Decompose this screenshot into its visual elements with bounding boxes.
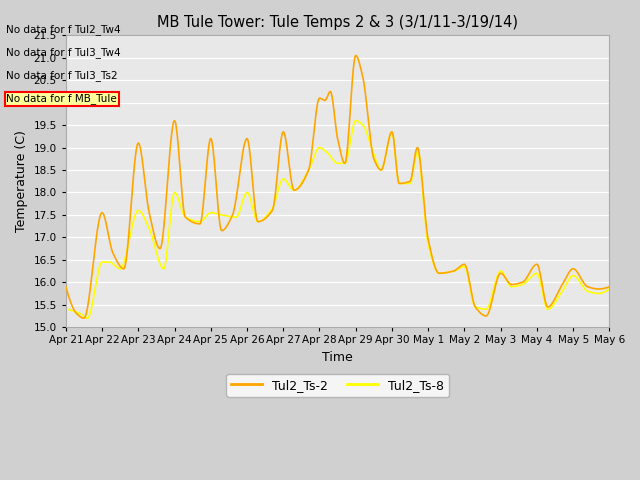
Text: No data for f Tul3_Tw4: No data for f Tul3_Tw4 [6,47,121,58]
Y-axis label: Temperature (C): Temperature (C) [15,130,28,232]
Title: MB Tule Tower: Tule Temps 2 & 3 (3/1/11-3/19/14): MB Tule Tower: Tule Temps 2 & 3 (3/1/11-… [157,15,518,30]
Text: No data for f Tul3_Ts2: No data for f Tul3_Ts2 [6,70,118,81]
Text: No data for f Tul2_Tw4: No data for f Tul2_Tw4 [6,24,121,35]
X-axis label: Time: Time [322,351,353,364]
Text: No data for f MB_Tule: No data for f MB_Tule [6,93,117,104]
Legend: Tul2_Ts-2, Tul2_Ts-8: Tul2_Ts-2, Tul2_Ts-8 [226,374,449,397]
